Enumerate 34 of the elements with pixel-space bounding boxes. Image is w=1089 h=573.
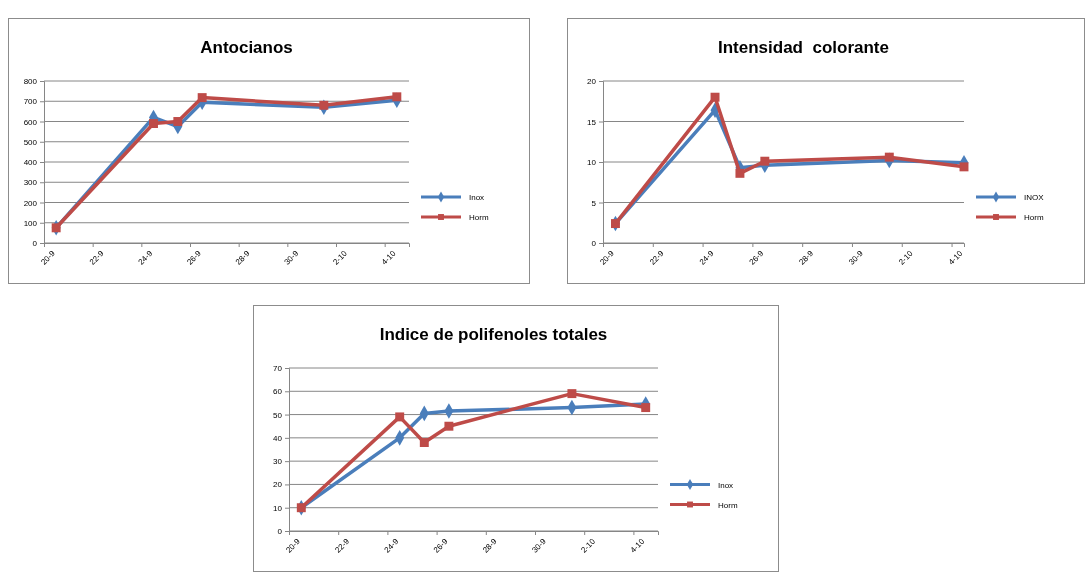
chart-title: Antocianos <box>200 38 293 57</box>
y-tick-label: 0 <box>277 527 283 537</box>
y-tick-label: 700 <box>23 97 38 107</box>
y-tick-label: 70 <box>273 364 283 374</box>
y-tick-label: 15 <box>587 117 597 127</box>
legend-label: Horm <box>1024 213 1044 222</box>
y-tick-label: 60 <box>273 387 283 397</box>
legend-label: Inox <box>469 193 485 202</box>
x-tick-label: 4-10 <box>628 536 647 555</box>
y-tick-label: 50 <box>273 410 283 420</box>
y-tick-label: 0 <box>32 239 38 249</box>
legend-label: Horm <box>469 213 489 222</box>
y-tick-label: 30 <box>273 457 283 467</box>
chart-title: Indice de polifenoles totales <box>379 325 608 344</box>
y-tick-label: 300 <box>23 178 38 188</box>
y-tick-label: 10 <box>587 158 597 168</box>
y-tick-label: 600 <box>23 117 38 127</box>
y-tick-label: 40 <box>273 433 283 443</box>
y-tick-label: 800 <box>23 77 38 87</box>
y-tick-label: 400 <box>23 158 38 168</box>
legend-label: Inox <box>718 480 734 490</box>
legend-label: Horm <box>718 500 738 510</box>
x-tick-label: 4-10 <box>379 248 398 267</box>
y-tick-label: 200 <box>23 198 38 208</box>
y-tick-label: 20 <box>273 480 283 490</box>
y-tick-label: 0 <box>591 239 597 249</box>
y-tick-label: 500 <box>23 137 38 147</box>
x-tick-label: 4-10 <box>946 248 965 267</box>
y-tick-label: 20 <box>587 77 597 87</box>
chart-title: Intensidad colorante <box>718 38 889 57</box>
y-tick-label: 10 <box>273 503 283 513</box>
y-tick-label: 5 <box>591 198 597 208</box>
legend-label: INOX <box>1024 193 1045 202</box>
y-tick-label: 100 <box>23 218 38 228</box>
